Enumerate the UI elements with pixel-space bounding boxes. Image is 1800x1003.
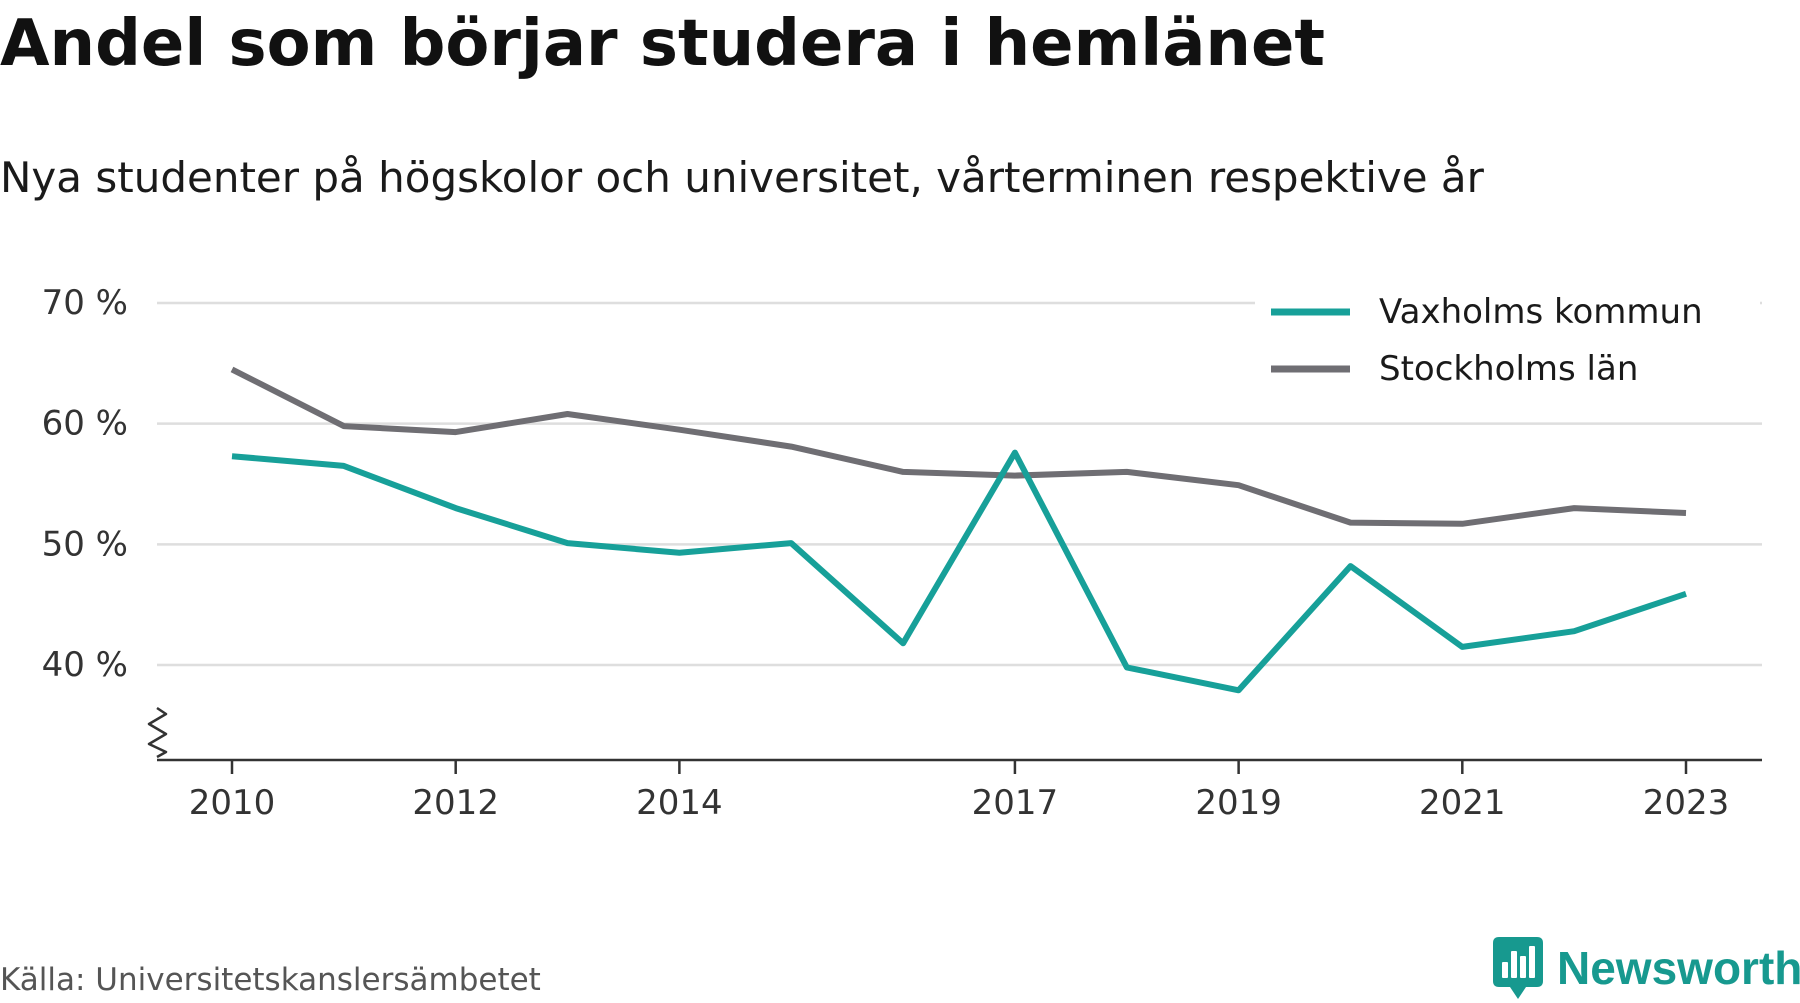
y-tick-label: 60 %: [42, 404, 128, 444]
bar-chart-pin-icon: [1493, 937, 1543, 999]
x-axis-labels: 2010 2012 2014 2017 2019 2021 2023: [189, 783, 1730, 823]
x-tick-label: 2021: [1419, 783, 1506, 823]
x-tick-label: 2017: [972, 783, 1059, 823]
brand-name: Newsworthy: [1557, 942, 1800, 994]
x-tick-label: 2019: [1195, 783, 1282, 823]
axis-break-icon: [147, 706, 168, 759]
y-tick-label: 40 %: [42, 645, 128, 685]
legend-label: Vaxholms kommun: [1379, 292, 1703, 332]
brand-logo: Newsworthy: [1493, 933, 1800, 1003]
y-axis-labels: 40 % 50 % 60 % 70 %: [42, 283, 128, 685]
x-tick-label: 2014: [636, 783, 723, 823]
legend-label: Stockholms län: [1379, 349, 1638, 389]
x-tick-label: 2010: [189, 783, 276, 823]
x-axis: [147, 706, 1762, 774]
legend: Vaxholms kommun Stockholms län: [1255, 285, 1760, 400]
y-tick-label: 50 %: [42, 524, 128, 564]
series-line-vaxholms-kommun: [231, 449, 1687, 694]
x-tick-label: 2012: [412, 783, 499, 823]
chart-subtitle: Nya studenter på högskolor och universit…: [0, 153, 1484, 202]
y-tick-label: 70 %: [42, 283, 128, 323]
legend-background: [1255, 285, 1760, 400]
series-line-stockholms-län: [230, 366, 1687, 527]
series-lines: [230, 366, 1687, 694]
x-tick-label: 2023: [1643, 783, 1730, 823]
chart-title: Andel som börjar studera i hemlänet: [0, 7, 1325, 81]
source-note: Källa: Universitetskanslersämbetet: [0, 962, 541, 998]
